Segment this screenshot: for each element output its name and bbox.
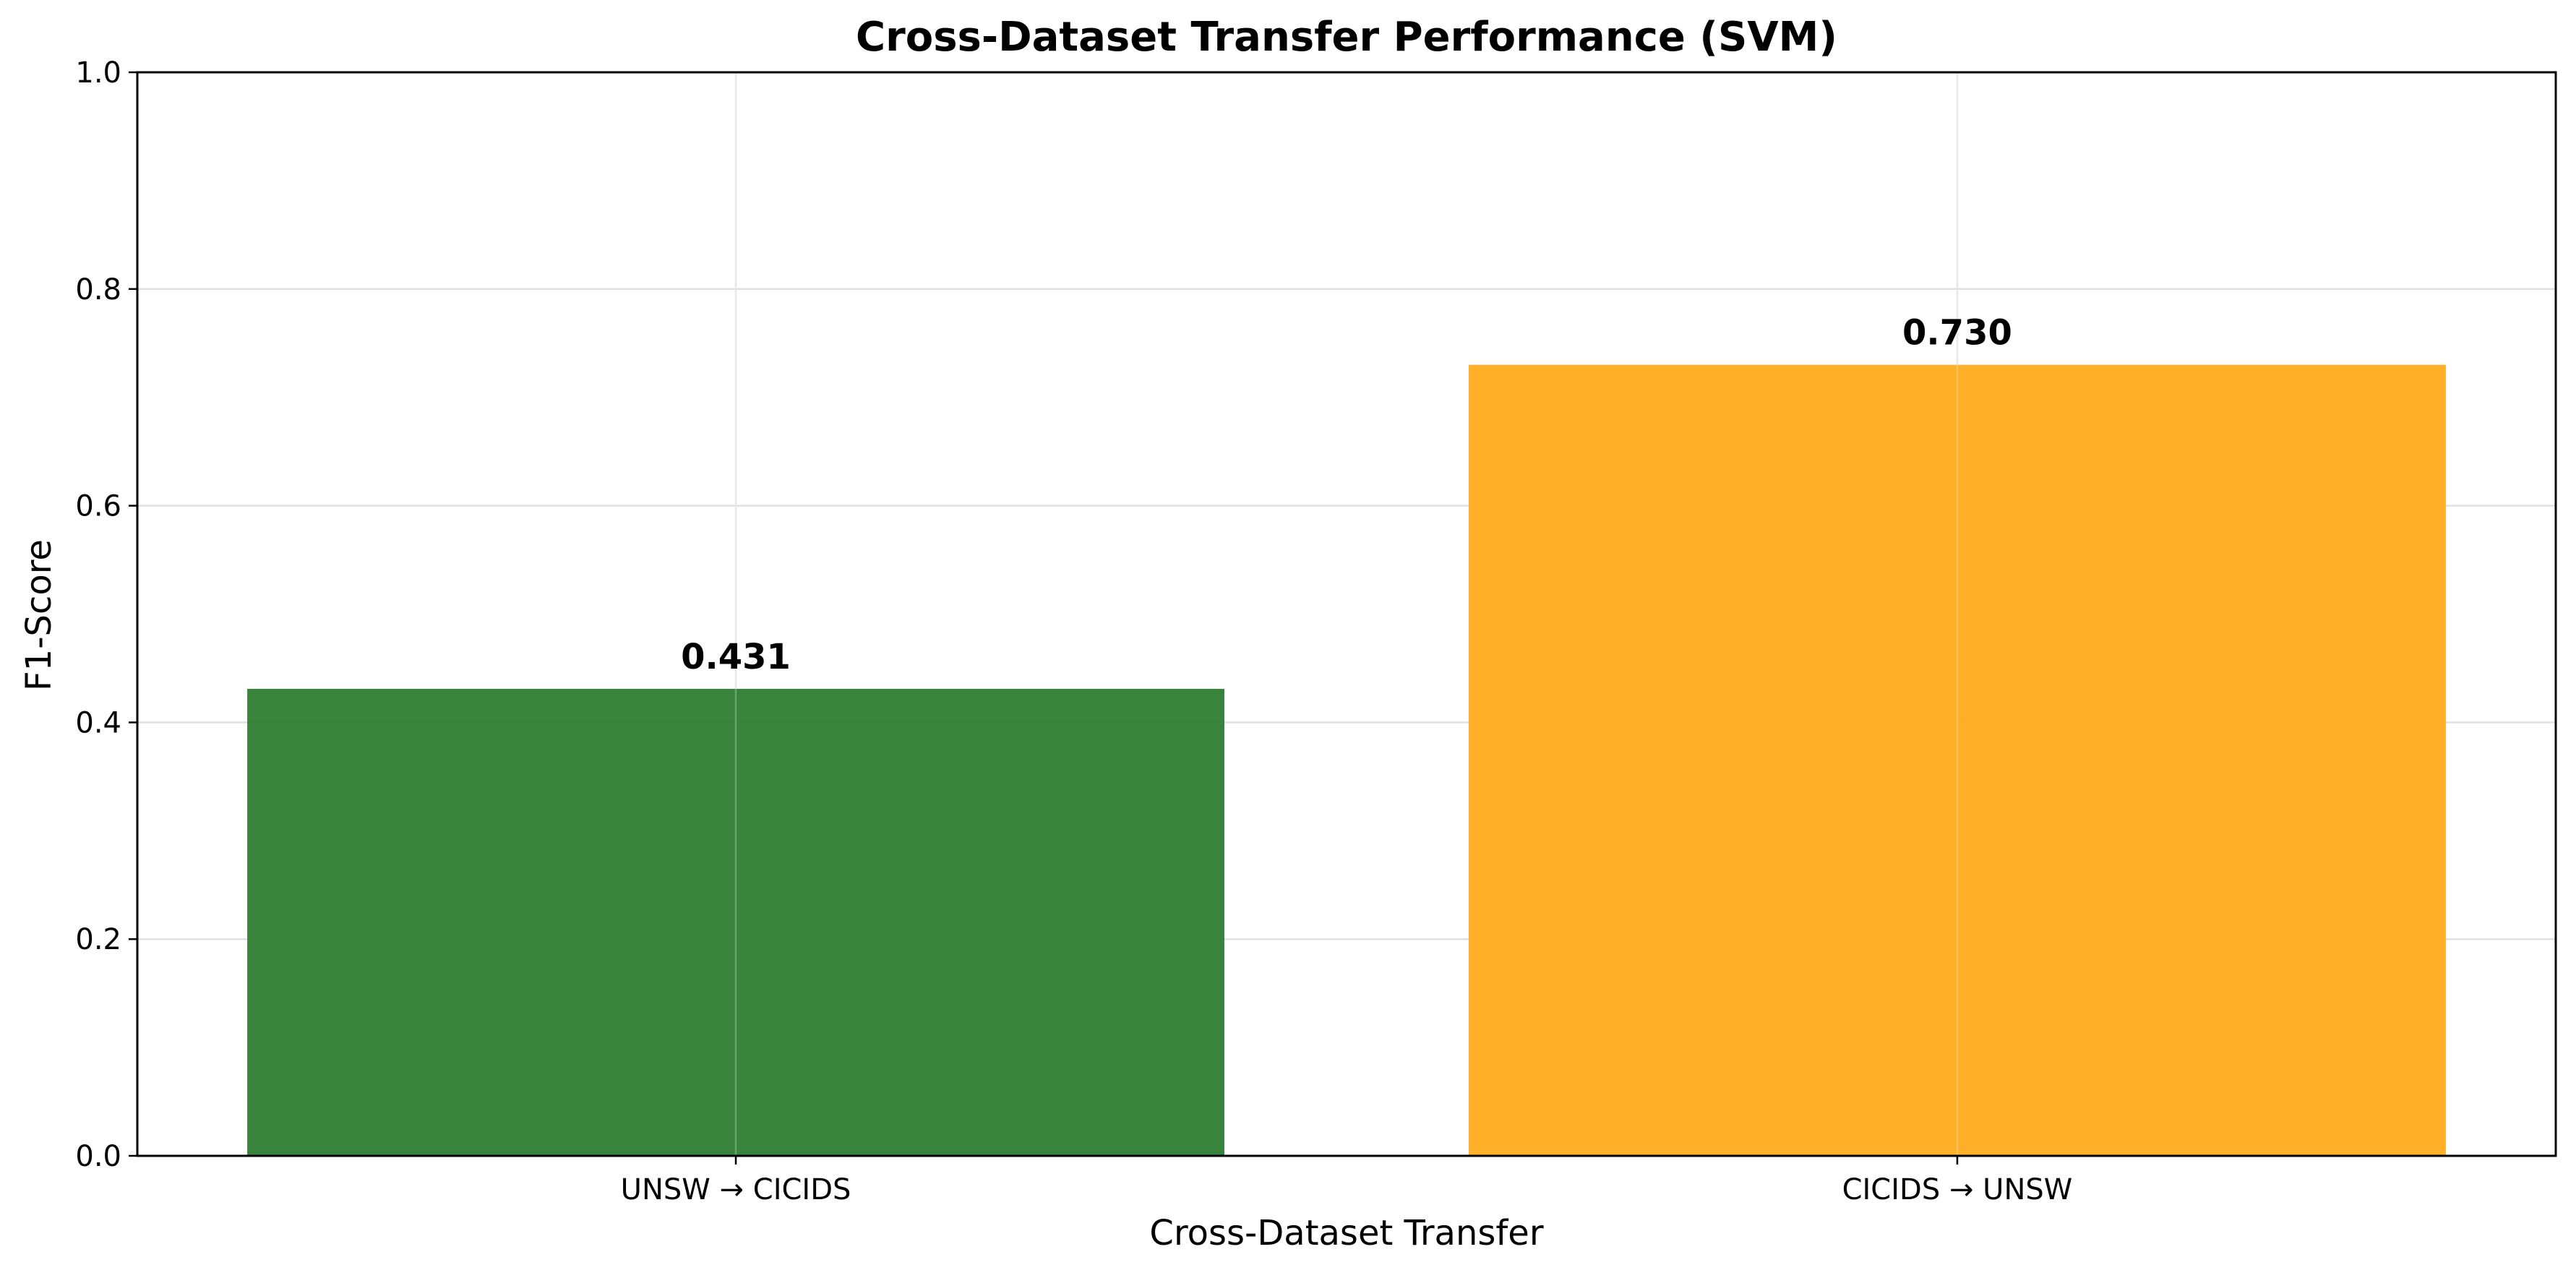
- vertical-grid-lines: [734, 72, 1959, 1156]
- plot-frame: [136, 71, 2557, 1157]
- y-tick-label: 0.2: [75, 923, 121, 956]
- bar: [1468, 364, 2446, 1157]
- y-tick-label: 0.4: [75, 706, 121, 739]
- x-tick-label: CICIDS → UNSW: [1842, 1173, 2073, 1206]
- bar: [247, 688, 1225, 1156]
- x-axis-ticks: UNSW → CICIDS CICIDS → UNSW: [621, 1156, 2073, 1206]
- y-tick-label: 0.8: [75, 273, 121, 306]
- bars: [247, 364, 2446, 1157]
- bar-value-label: 0.730: [1902, 313, 2012, 353]
- y-axis-ticks: 0.0 0.2 0.4 0.6 0.8 1.0: [75, 56, 137, 1173]
- y-axis-label: F1-Score: [19, 539, 59, 691]
- bar-value-labels: 0.431 0.730: [681, 313, 2012, 677]
- bar-value-label: 0.431: [681, 637, 791, 677]
- y-tick-label: 0.0: [75, 1140, 121, 1173]
- y-tick-label: 0.6: [75, 490, 121, 523]
- x-axis-label: Cross-Dataset Transfer: [1149, 1213, 1543, 1253]
- x-tick-label: UNSW → CICIDS: [621, 1173, 851, 1206]
- y-tick-label: 1.0: [75, 56, 121, 90]
- chart-title: Cross-Dataset Transfer Performance (SVM): [856, 14, 1837, 61]
